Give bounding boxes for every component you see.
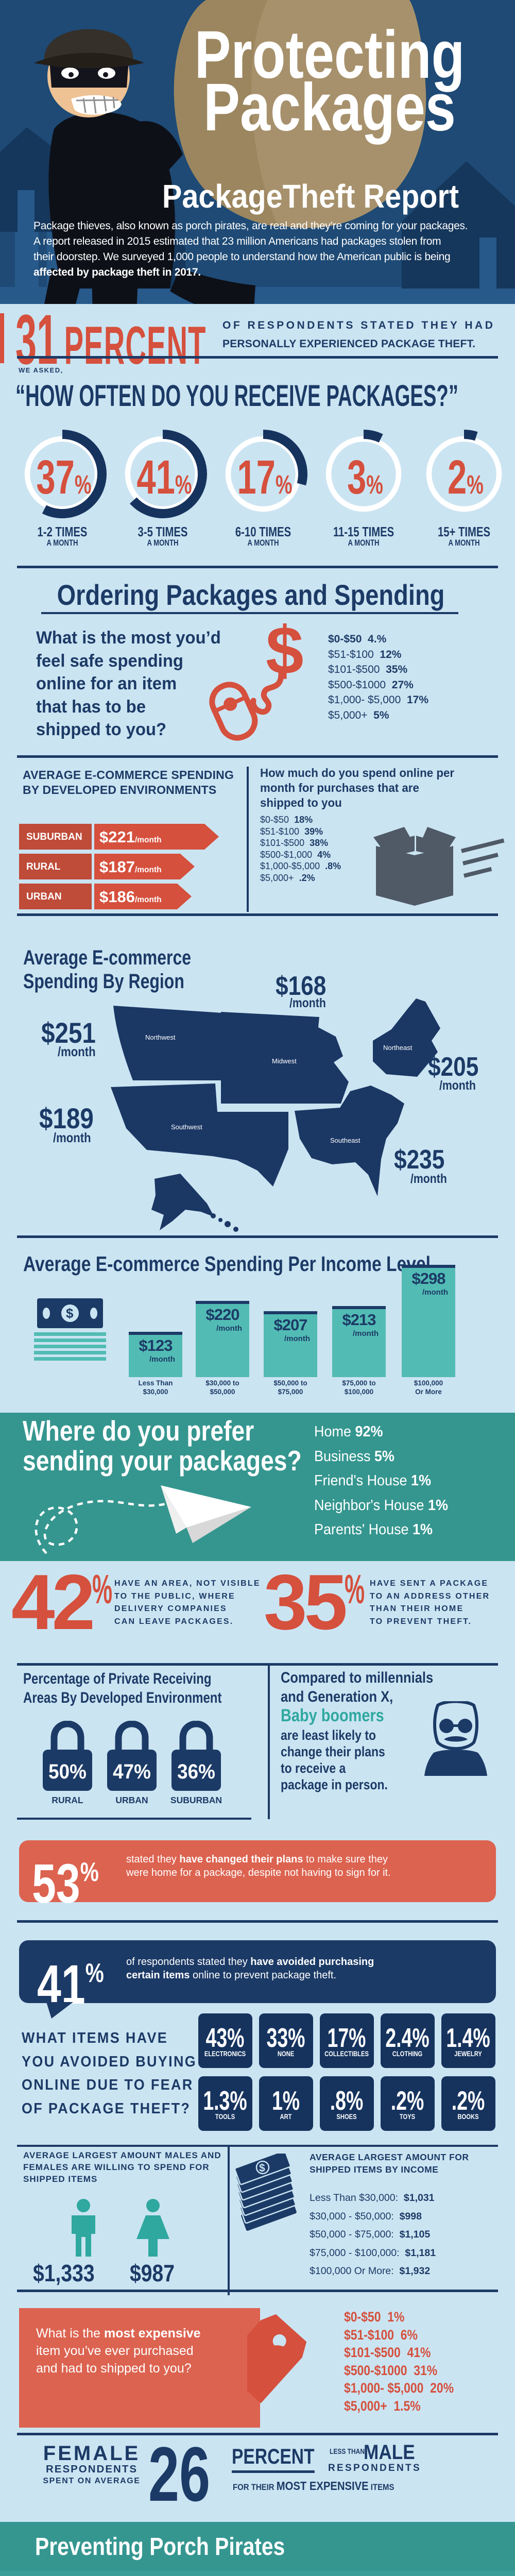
svg-text:Southeast: Southeast bbox=[330, 1137, 360, 1144]
svg-text:URBAN: URBAN bbox=[26, 891, 62, 902]
svg-text:47%: 47% bbox=[113, 1760, 151, 1784]
svg-text:$: $ bbox=[266, 613, 303, 688]
svg-text:$221/month: $221/month bbox=[99, 828, 162, 846]
svg-text:Northeast: Northeast bbox=[383, 1044, 413, 1052]
svg-text:RURAL: RURAL bbox=[26, 861, 61, 872]
svg-text:$186/month: $186/month bbox=[99, 888, 162, 906]
svg-text:Midwest: Midwest bbox=[272, 1057, 297, 1065]
svg-text:Northwest: Northwest bbox=[145, 1033, 176, 1041]
svg-text:50%: 50% bbox=[48, 1760, 87, 1784]
svg-text:$: $ bbox=[66, 1306, 74, 1321]
svg-text:SUBURBAN: SUBURBAN bbox=[26, 832, 82, 842]
svg-text:$: $ bbox=[259, 2162, 265, 2174]
svg-text:Southwest: Southwest bbox=[171, 1123, 202, 1131]
svg-text:36%: 36% bbox=[177, 1760, 215, 1784]
